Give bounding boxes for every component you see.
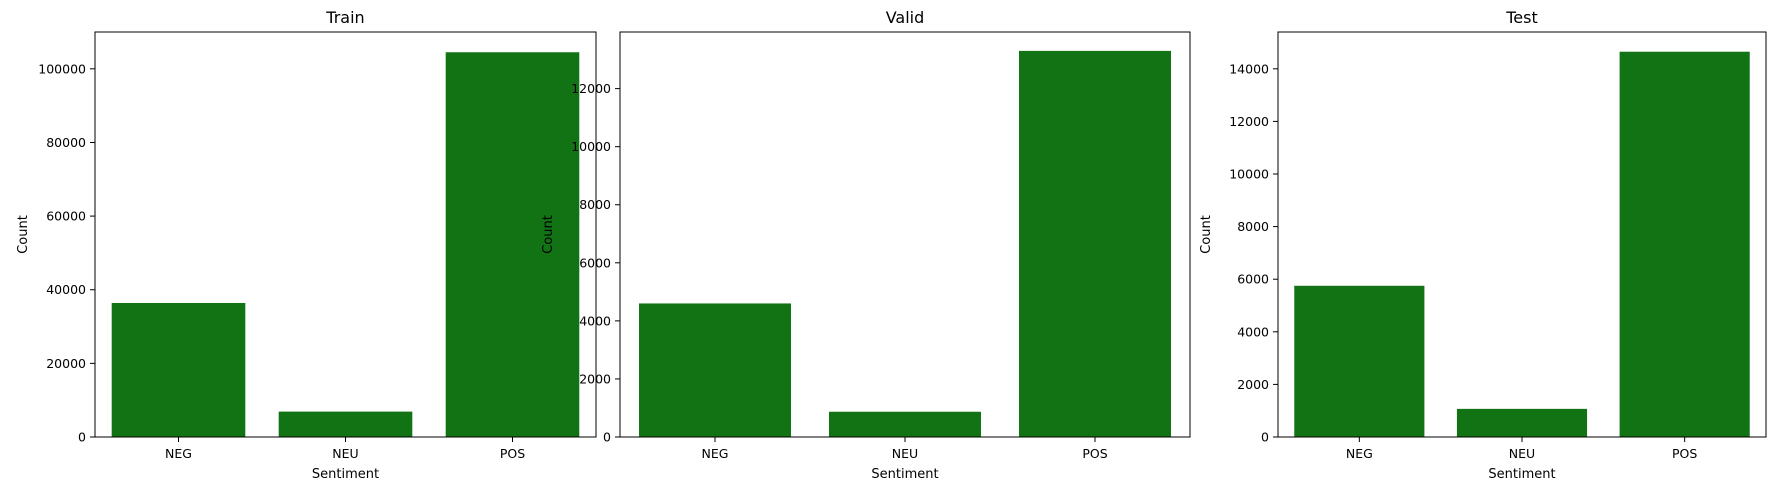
y-tick-label: 4000 (1237, 324, 1269, 339)
y-tick-label: 10000 (1229, 167, 1269, 182)
y-axis-label: Count (1199, 215, 1214, 254)
x-tick-label: NEU (892, 446, 918, 461)
y-tick-label: 6000 (1237, 272, 1269, 287)
x-axis-label: Sentiment (1488, 467, 1555, 482)
y-tick-label: 40000 (46, 282, 86, 297)
y-tick-label: 8000 (579, 197, 611, 212)
y-tick-label: 0 (603, 430, 611, 445)
bar-neg (639, 303, 791, 437)
x-tick-label: NEG (165, 446, 192, 461)
bar-pos (445, 52, 580, 437)
y-tick-label: 0 (1261, 430, 1269, 445)
chart-title: Valid (886, 8, 925, 27)
y-tick-label: 10000 (571, 139, 611, 154)
y-tick-label: 8000 (1237, 219, 1269, 234)
y-tick-label: 2000 (579, 371, 611, 386)
panel-valid: NEG NEU POS 0 2000 4000 6000 8000 10000 12000 Vali… (541, 8, 1191, 482)
y-tick-label: 14000 (1229, 61, 1269, 76)
bar-pos (1619, 51, 1750, 437)
panel-test: NEG NEU POS 0 2000 4000 6000 8000 10000 12000 1400… (1199, 8, 1767, 482)
y-tick-label: 80000 (46, 135, 86, 150)
chart-title: Train (325, 8, 364, 27)
y-tick-label: 20000 (46, 356, 86, 371)
y-tick-label: 12000 (571, 81, 611, 96)
bar-pos (1019, 50, 1171, 438)
y-axis-label: Count (541, 215, 556, 254)
y-tick-label: 2000 (1237, 377, 1269, 392)
y-tick-label: 0 (78, 430, 86, 445)
bar-neu (829, 411, 981, 437)
chart-title: Test (1505, 8, 1538, 27)
x-tick-label: NEG (702, 446, 729, 461)
y-tick-label: 100000 (38, 61, 86, 76)
panel-train: NEG NEU POS 0 20000 40000 60000 80000 100000 Trai… (16, 8, 597, 482)
y-tick-label: 60000 (46, 209, 86, 224)
x-axis-label: Sentiment (871, 467, 938, 482)
x-tick-label: NEU (332, 446, 358, 461)
x-tick-label: NEU (1509, 446, 1535, 461)
x-axis-label: Sentiment (312, 467, 379, 482)
y-tick-label: 6000 (579, 255, 611, 270)
x-tick-label: NEG (1346, 446, 1373, 461)
bar-neu (278, 411, 413, 437)
y-tick-label: 4000 (579, 313, 611, 328)
bar-neu (1456, 408, 1588, 437)
bar-neg (1294, 285, 1425, 437)
y-tick-label: 12000 (1229, 114, 1269, 129)
bar-neg (111, 302, 246, 437)
y-axis-label: Count (16, 215, 31, 254)
x-tick-label: POS (500, 446, 525, 461)
x-tick-label: POS (1672, 446, 1697, 461)
x-tick-label: POS (1082, 446, 1107, 461)
